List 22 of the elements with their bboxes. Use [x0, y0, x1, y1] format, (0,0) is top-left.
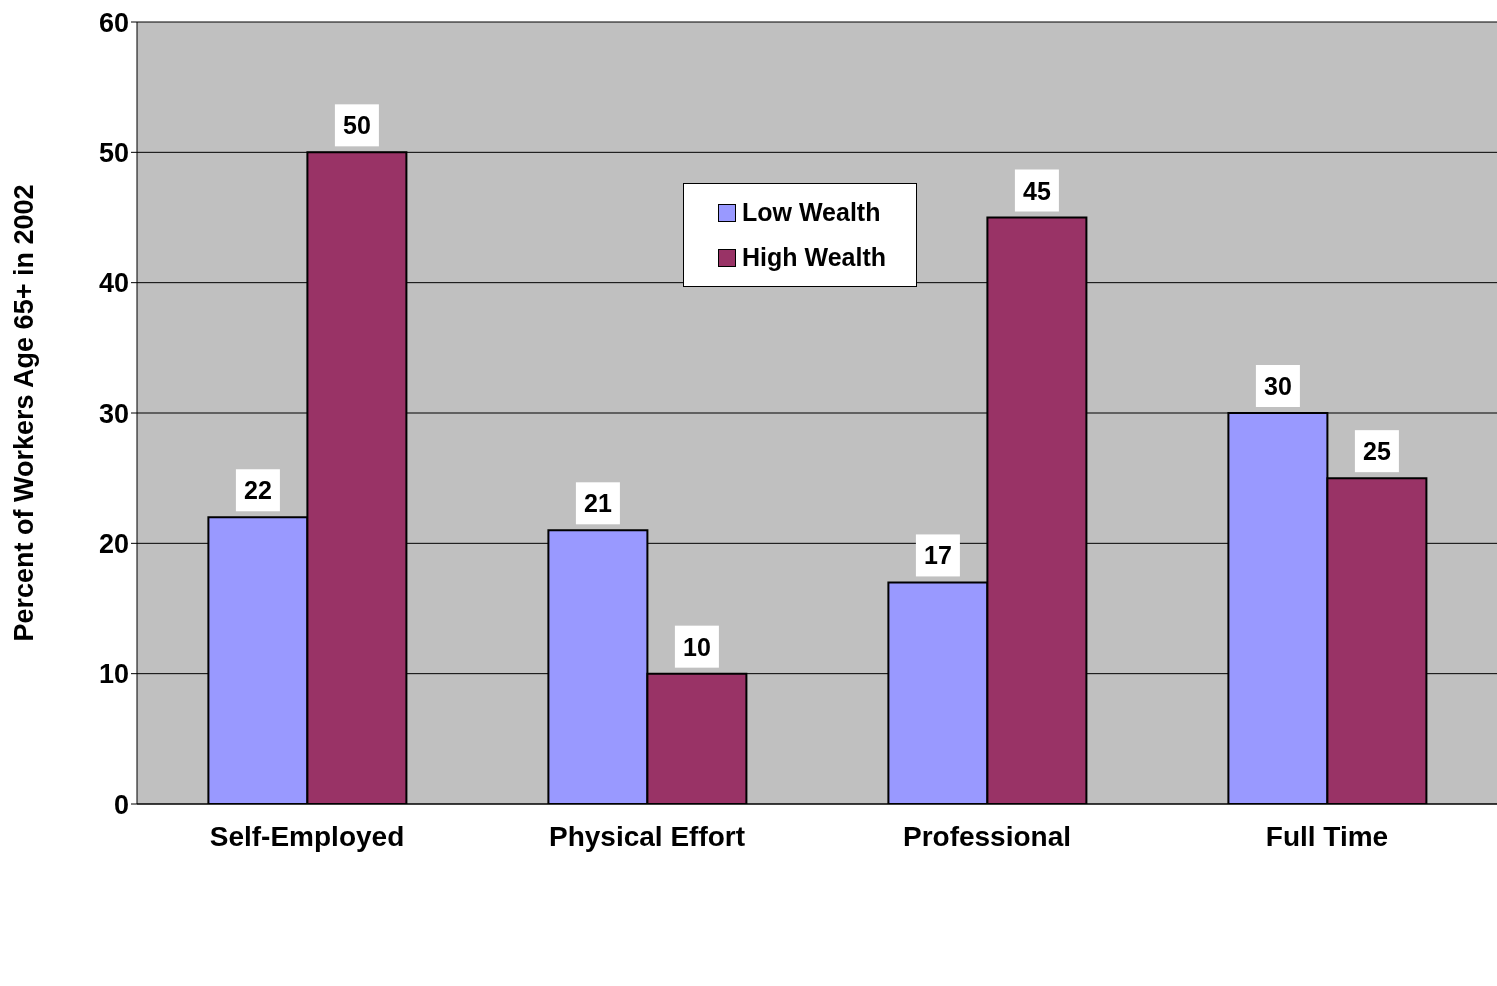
x-tick-label: Full Time	[1265, 820, 1389, 852]
y-tick-label: 0	[113, 789, 129, 820]
data-label: 50	[342, 111, 371, 140]
legend-label: Low Wealth	[742, 198, 881, 227]
data-label: 25	[1362, 437, 1391, 466]
y-tick-label: 40	[98, 268, 129, 299]
y-tick-label: 50	[98, 137, 129, 168]
x-tick-label: Physical Effort	[548, 820, 746, 852]
y-tick-label: 10	[98, 659, 129, 690]
x-tick-label: Self-Employed	[209, 820, 405, 852]
x-tick-label: Professional	[902, 820, 1072, 852]
legend-label: High Wealth	[742, 243, 886, 272]
y-tick-label: 20	[98, 528, 129, 559]
data-label: 17	[923, 541, 952, 570]
data-label: 10	[682, 632, 711, 661]
data-label: 30	[1263, 372, 1292, 400]
data-label: 21	[583, 489, 612, 518]
y-tick-label: 30	[98, 398, 129, 429]
data-label: 45	[1022, 176, 1051, 205]
data-label: 22	[243, 476, 272, 505]
y-axis-title: Percent of Workers Age 65+ in 2002	[8, 184, 39, 642]
y-tick-label: 60	[98, 7, 129, 38]
